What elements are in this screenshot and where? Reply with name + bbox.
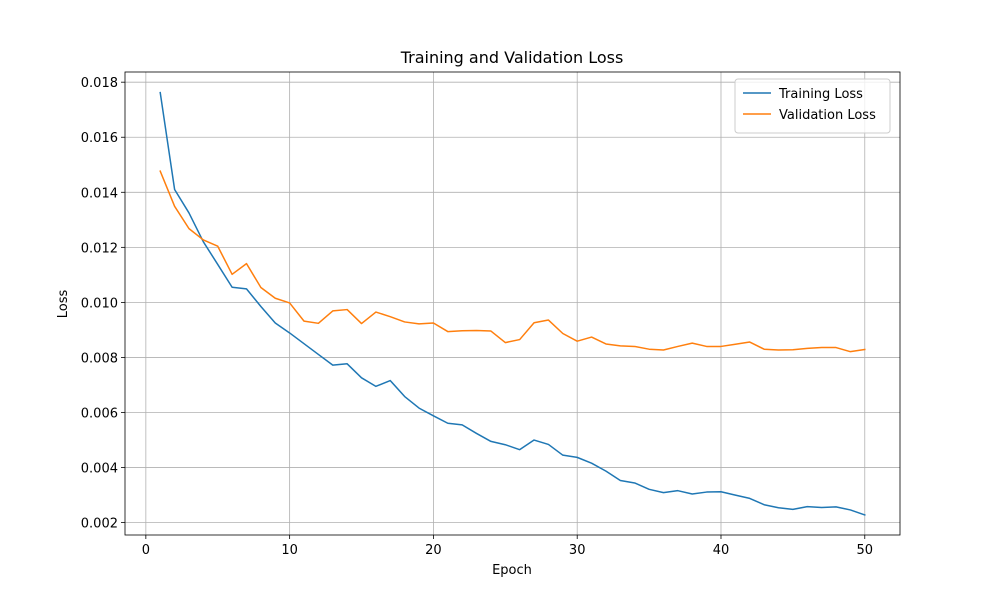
x-axis: 0 10 20 30 40 50 [142,535,873,558]
y-tick-label: 0.018 [81,76,118,91]
y-tick-label: 0.008 [81,351,118,366]
y-tick-label: 0.016 [81,131,118,146]
y-axis-label: Loss [56,290,71,319]
y-tick-label: 0.010 [81,296,118,311]
legend-label: Training Loss [778,87,863,102]
series-line-training-loss [159,91,866,516]
legend-box [734,78,891,134]
y-tick-label: 0.002 [81,517,118,532]
x-tick-label: 50 [856,543,873,558]
chart-title: Training and Validation Loss [400,48,624,67]
plot-frame [124,71,901,536]
series-line-validation-loss [159,170,866,353]
legend-label: Validation Loss [779,108,876,123]
x-tick-label: 10 [281,543,298,558]
x-axis-label: Epoch [492,563,532,578]
legend: Training Loss Validation Loss [734,78,891,134]
y-tick-label: 0.012 [81,241,118,256]
series-group [159,91,866,516]
y-tick-label: 0.006 [81,407,118,422]
y-tick-label: 0.004 [81,462,118,477]
grid-lines [125,72,900,535]
y-axis: 0.002 0.004 0.006 0.008 0.010 0.012 0.014 0.016… [81,76,125,532]
x-tick-label: 20 [425,543,442,558]
x-tick-label: 30 [569,543,586,558]
y-tick-label: 0.014 [81,186,118,201]
x-tick-label: 40 [713,543,730,558]
x-tick-label: 0 [142,543,150,558]
